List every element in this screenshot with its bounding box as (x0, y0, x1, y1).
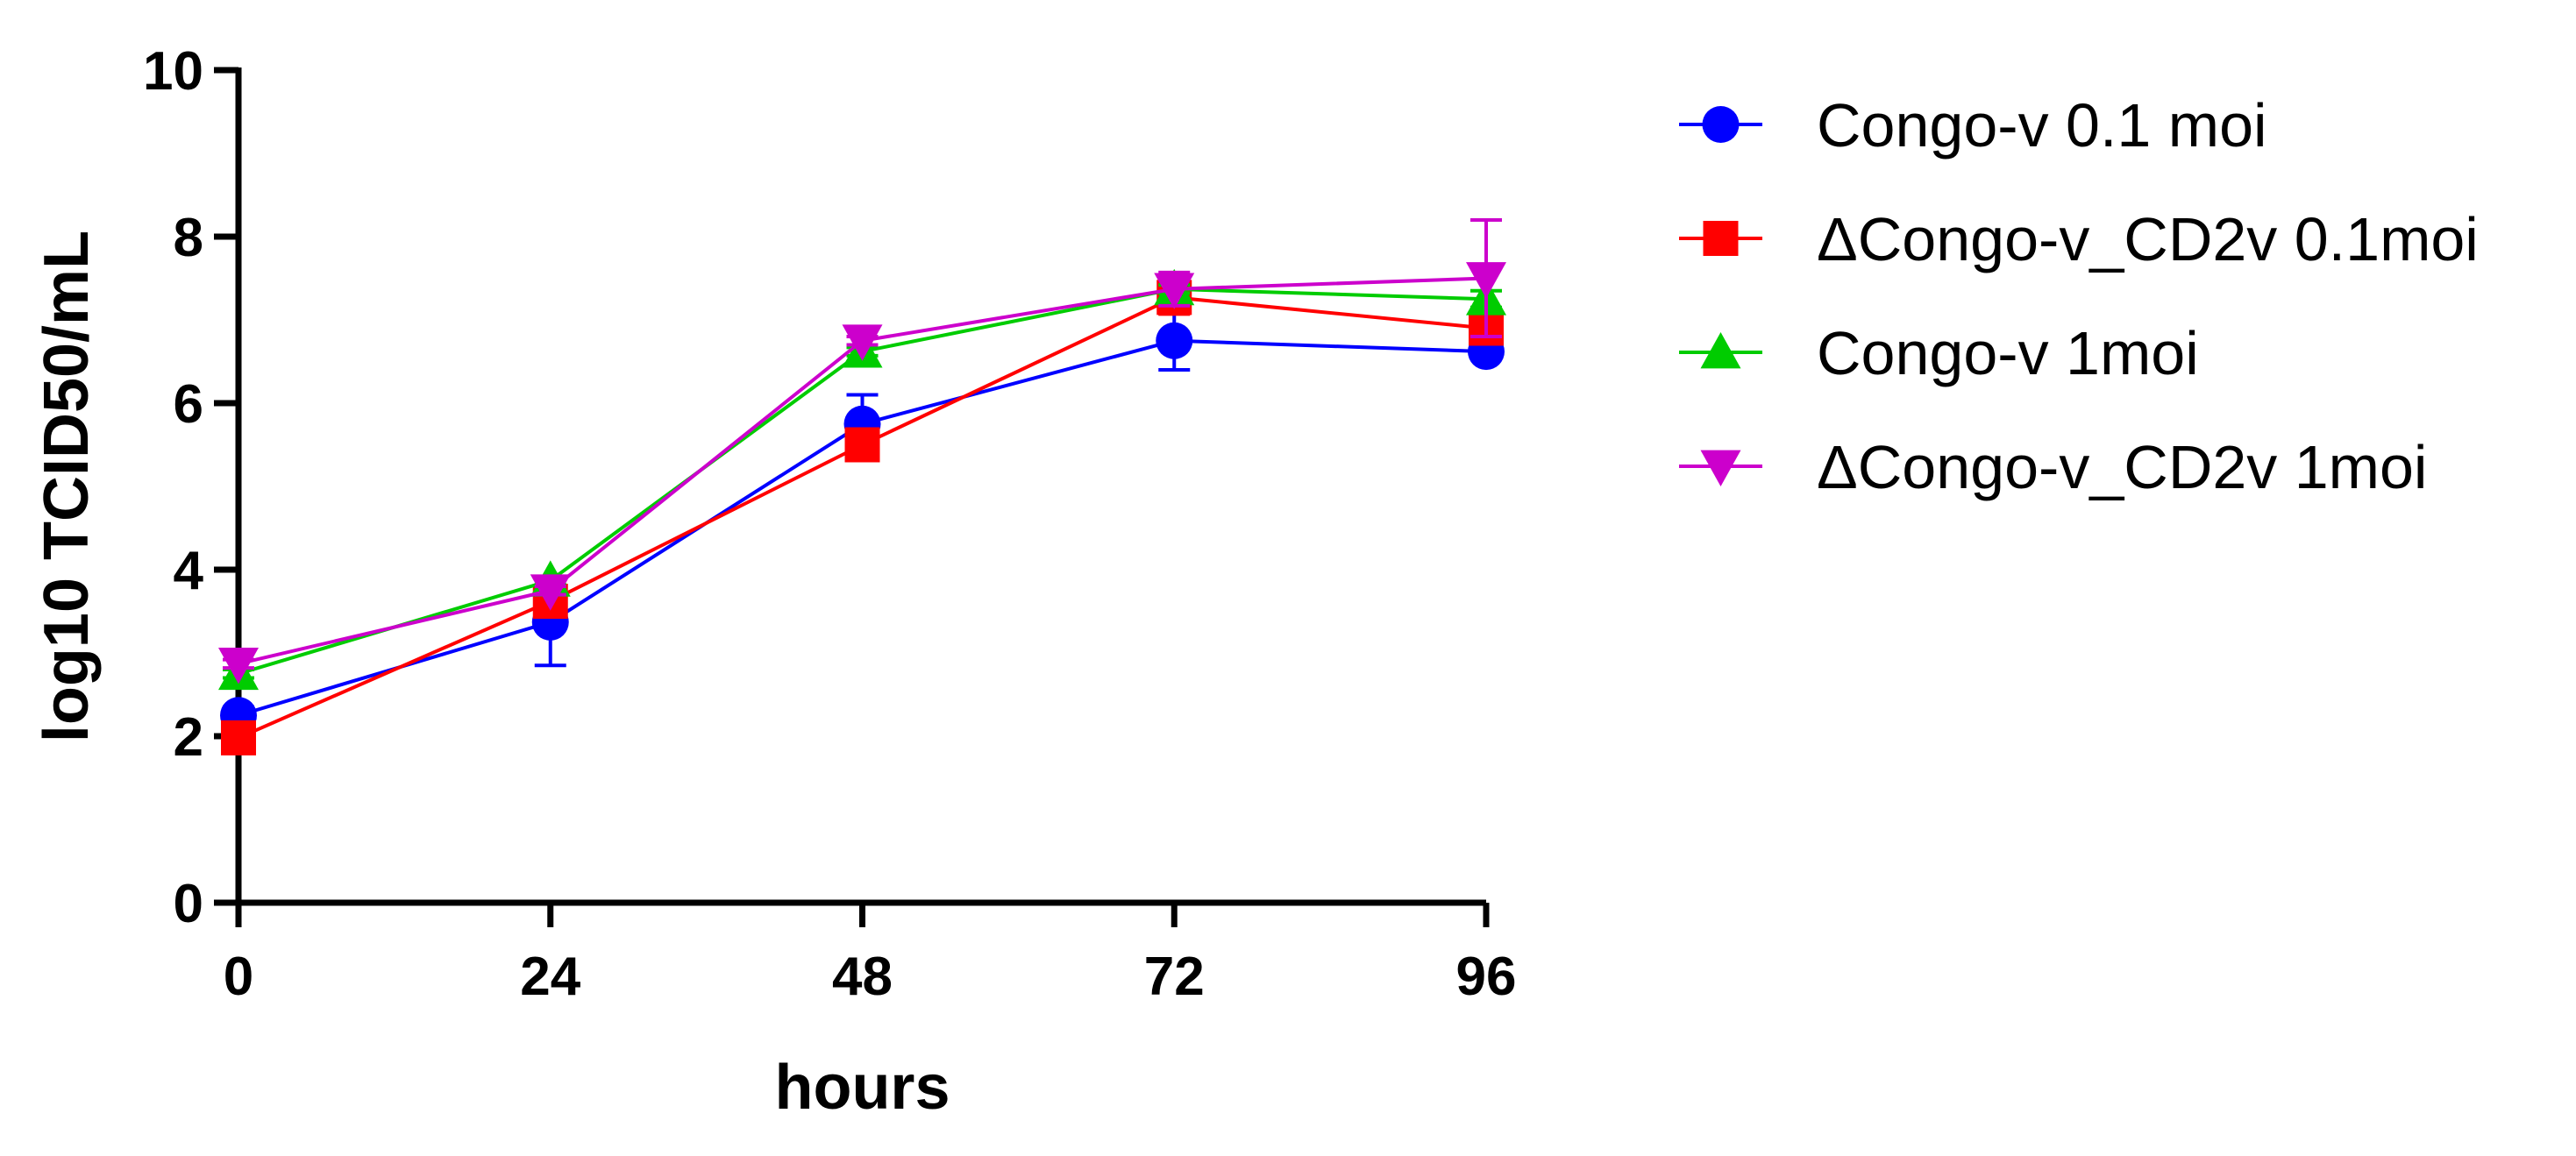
y-tick-label: 8 (174, 208, 203, 268)
series-layer (218, 218, 1506, 755)
series-1 (220, 309, 1505, 734)
y-tick-label: 10 (143, 41, 203, 102)
legend-label: Congo-v 0.1 moi (1817, 91, 2267, 160)
data-point (530, 574, 571, 611)
y-tick-label: 0 (174, 874, 203, 934)
y-axis-title: log10 TCID50/mL (32, 230, 102, 742)
data-point (1154, 273, 1195, 309)
y-tick-label: 4 (174, 541, 204, 601)
legend-entry: Congo-v 1moi (1679, 319, 2199, 387)
legend-label: ΔCongo-v_CD2v 1moi (1817, 433, 2427, 501)
legend-entry: Congo-v 0.1 moi (1679, 91, 2267, 160)
data-point (1156, 322, 1193, 359)
legend-entry: ΔCongo-v_CD2v 1moi (1679, 433, 2427, 501)
x-tick-label: 0 (224, 947, 253, 1007)
data-point (844, 427, 880, 463)
data-point (218, 647, 259, 684)
x-tick-label: 48 (832, 947, 893, 1007)
x-tick-label: 24 (520, 947, 580, 1007)
y-tick-label: 2 (174, 707, 203, 768)
legend: Congo-v 0.1 moi ΔCongo-v_CD2v 0.1moi Congo… (1679, 91, 2479, 501)
y-tick-label: 6 (174, 374, 203, 435)
legend-entry: ΔCongo-v_CD2v 0.1moi (1679, 205, 2479, 273)
x-axis-title: hours (774, 1053, 950, 1123)
series-4 (218, 218, 1506, 684)
legend-label: Congo-v 1moi (1817, 319, 2199, 387)
legend-marker (1703, 221, 1739, 256)
x-tick-label: 72 (1144, 947, 1205, 1007)
legend-label: ΔCongo-v_CD2v 0.1moi (1817, 205, 2479, 273)
x-tick-label: 96 (1456, 947, 1517, 1007)
legend-marker (1700, 332, 1741, 369)
data-point (842, 324, 883, 361)
data-point (1466, 262, 1506, 299)
legend-marker (1702, 106, 1740, 143)
data-point (221, 720, 256, 755)
legend-marker (1700, 450, 1741, 486)
